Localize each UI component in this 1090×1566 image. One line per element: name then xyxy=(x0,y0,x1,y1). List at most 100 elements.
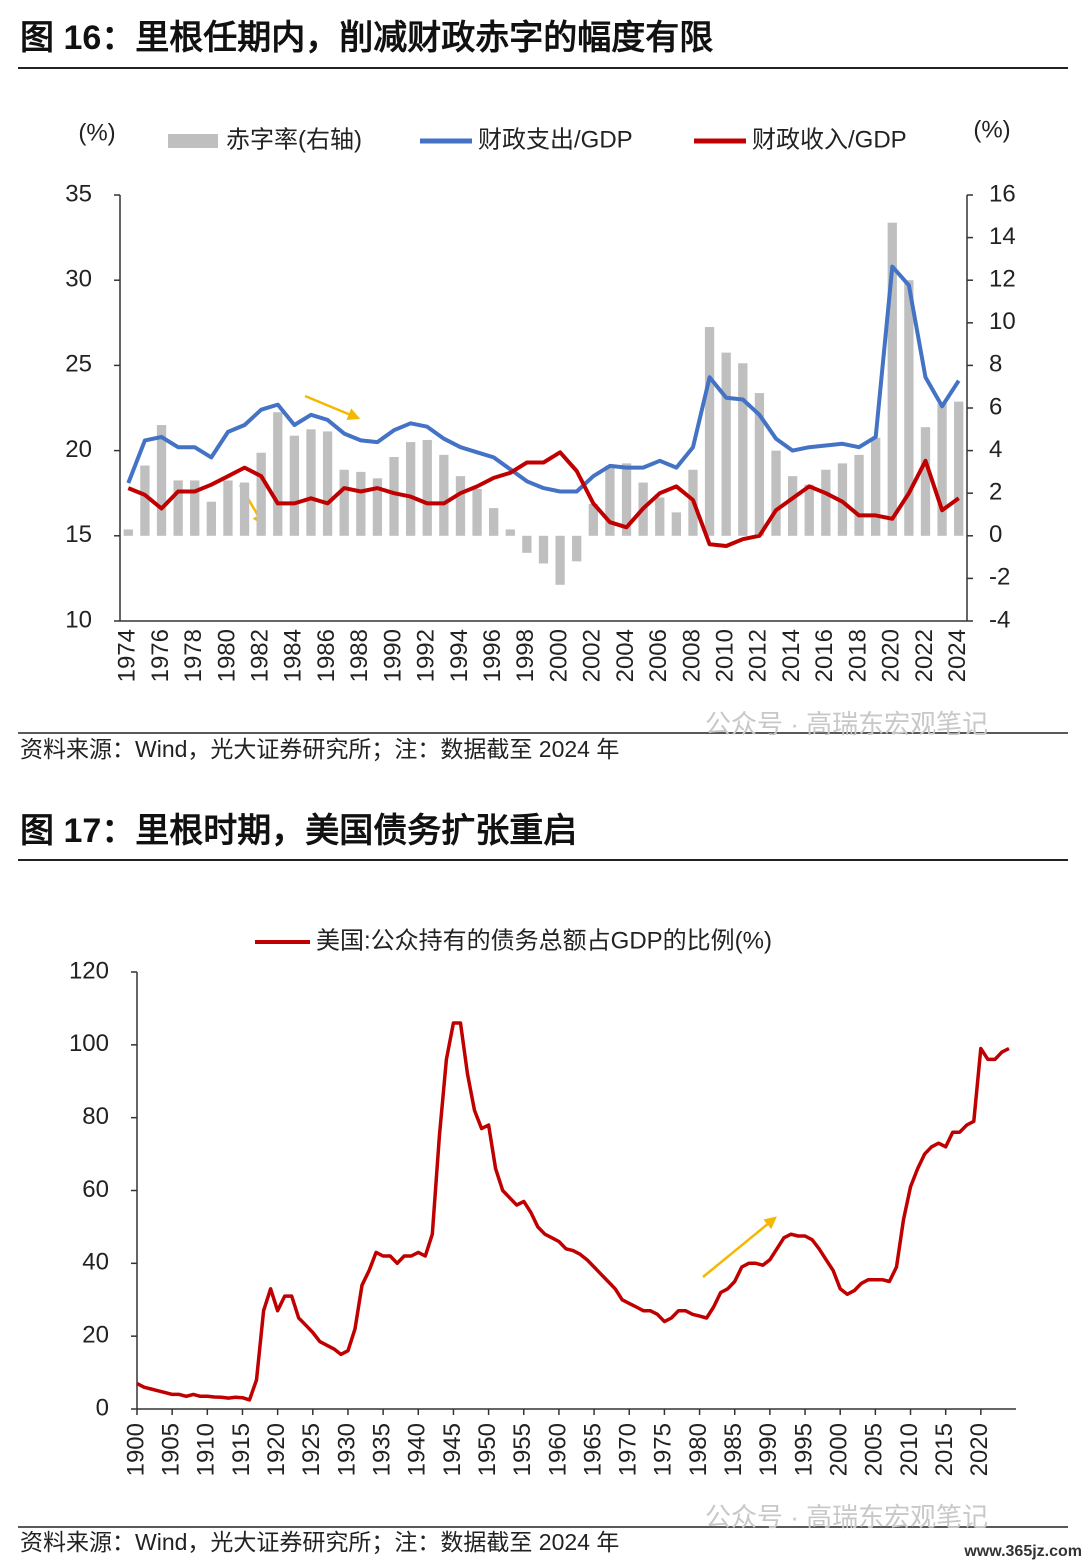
figure-title: 图 16：里根任期内，削减财政赤字的幅度有限 xyxy=(20,19,713,57)
y2-tick-label: 8 xyxy=(989,351,1002,378)
bar xyxy=(439,454,449,536)
x-tick-label: 2002 xyxy=(579,629,606,682)
x-tick-label: 1998 xyxy=(512,629,539,682)
y2-tick-label: 10 xyxy=(989,308,1016,335)
legend-label: 赤字率(右轴) xyxy=(226,126,362,153)
line-series xyxy=(127,450,960,548)
y-tick-label: 120 xyxy=(69,957,109,984)
x-tick-label: 1980 xyxy=(213,629,240,682)
x-tick-label: 1985 xyxy=(720,1423,747,1476)
figure-title: 图 17：里根时期，美国债务扩张重启 xyxy=(20,812,577,850)
legend-label: 美国:公众持有的债务总额占GDP的比例(%) xyxy=(316,927,772,954)
bar xyxy=(339,469,349,536)
bar xyxy=(422,439,432,536)
y-tick-label: 60 xyxy=(82,1176,109,1203)
x-tick-label: 1900 xyxy=(122,1423,149,1476)
x-tick-label: 1994 xyxy=(446,629,473,682)
legend-swatch xyxy=(168,134,218,148)
x-tick-label: 2000 xyxy=(826,1423,853,1476)
bar xyxy=(721,352,731,536)
x-tick-label: 2014 xyxy=(778,629,805,682)
x-tick-label: 1930 xyxy=(333,1423,360,1476)
x-tick-label: 1992 xyxy=(413,629,440,682)
bar xyxy=(871,437,881,536)
x-tick-label: 1986 xyxy=(313,629,340,682)
bar xyxy=(505,529,515,536)
bar xyxy=(472,488,482,536)
x-tick-label: 1995 xyxy=(790,1423,817,1476)
x-tick-label: 2000 xyxy=(545,629,572,682)
x-tick-label: 2004 xyxy=(612,629,639,682)
x-tick-label: 1990 xyxy=(379,629,406,682)
bar xyxy=(671,512,682,536)
bar xyxy=(389,456,399,536)
x-tick-label: 1982 xyxy=(247,629,274,682)
x-tick-label: 1940 xyxy=(404,1423,431,1476)
x-tick-label: 2012 xyxy=(745,629,772,682)
y-tick-label: 10 xyxy=(65,606,92,633)
bar xyxy=(322,431,333,536)
watermark: 公众号 · 高瑞东宏观笔记 xyxy=(705,1502,988,1532)
bar xyxy=(588,503,598,536)
bar xyxy=(239,482,250,536)
bar xyxy=(655,497,665,536)
y-tick-label: 0 xyxy=(96,1394,109,1421)
x-tick-label: 1920 xyxy=(263,1423,290,1476)
x-tick-label: 2005 xyxy=(861,1423,888,1476)
x-tick-label: 2020 xyxy=(878,629,905,682)
bar xyxy=(621,463,632,536)
x-tick-label: 1905 xyxy=(158,1423,185,1476)
bar xyxy=(256,452,266,536)
x-tick-label: 1984 xyxy=(280,629,307,682)
arrow xyxy=(702,1216,777,1278)
y-tick-label: 15 xyxy=(65,521,92,548)
bar xyxy=(190,480,200,536)
x-tick-label: 1974 xyxy=(114,629,141,682)
y-tick-label: 20 xyxy=(65,436,92,463)
y2-tick-label: 12 xyxy=(989,266,1016,293)
bar xyxy=(920,427,931,536)
y2-tick-label: 0 xyxy=(989,521,1002,548)
y2-tick-label: -4 xyxy=(989,606,1010,633)
bar xyxy=(123,529,133,536)
bar xyxy=(156,425,167,536)
y-tick-label: 25 xyxy=(65,351,92,378)
x-tick-label: 2016 xyxy=(811,629,838,682)
y2-axis-unit: (%) xyxy=(973,116,1010,143)
bar xyxy=(904,280,914,536)
bar xyxy=(273,412,283,536)
y-tick-label: 100 xyxy=(69,1030,109,1057)
y-tick-label: 80 xyxy=(82,1103,109,1130)
bar xyxy=(754,393,765,536)
watermark: 公众号 · 高瑞东宏观笔记 xyxy=(705,709,988,739)
legend-label: 财政收入/GDP xyxy=(752,126,907,153)
bar xyxy=(140,465,150,536)
bar xyxy=(455,476,466,536)
bar xyxy=(887,222,897,536)
bar xyxy=(704,327,715,536)
bar xyxy=(854,454,864,536)
bar xyxy=(372,478,383,536)
x-tick-label: 1915 xyxy=(228,1423,255,1476)
source-note: 资料来源：Wind，光大证券研究所；注：数据截至 2024 年 xyxy=(20,1529,619,1555)
x-tick-label: 1988 xyxy=(346,629,373,682)
y2-tick-label: 2 xyxy=(989,479,1002,506)
arrow xyxy=(304,394,361,420)
y2-tick-label: 14 xyxy=(989,223,1016,250)
line-series xyxy=(136,1021,1010,1402)
x-tick-label: 2010 xyxy=(896,1423,923,1476)
x-tick-label: 1955 xyxy=(509,1423,536,1476)
bar xyxy=(804,484,814,536)
line-series xyxy=(126,264,961,494)
x-tick-label: 1990 xyxy=(755,1423,782,1476)
bar xyxy=(405,442,416,536)
bar xyxy=(771,450,781,536)
x-tick-label: 1996 xyxy=(479,629,506,682)
bar xyxy=(954,401,964,536)
x-tick-label: 2022 xyxy=(911,629,938,682)
source-note: 资料来源：Wind，光大证券研究所；注：数据截至 2024 年 xyxy=(20,736,619,762)
x-tick-label: 2006 xyxy=(645,629,672,682)
bar xyxy=(489,508,499,536)
